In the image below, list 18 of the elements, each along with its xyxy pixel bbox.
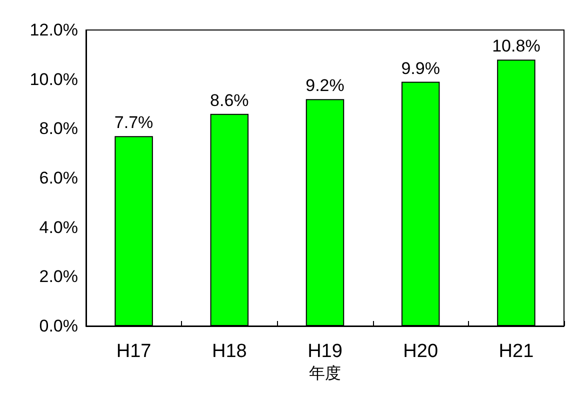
x-tick-label: H19: [308, 341, 342, 362]
y-tick-label: 10.0%: [30, 70, 78, 89]
y-tick-label: 6.0%: [39, 168, 78, 188]
data-label: 10.8%: [492, 36, 540, 56]
y-tick-label: 12.0%: [30, 20, 78, 40]
x-axis-title: 年度: [309, 364, 341, 382]
data-label: 9.9%: [401, 58, 440, 78]
data-label: 9.2%: [306, 76, 344, 96]
x-tick-label: H17: [116, 341, 152, 362]
x-tick-label: H20: [403, 341, 438, 362]
x-tick-label: H18: [212, 341, 247, 362]
x-tick-label: H21: [498, 341, 534, 362]
y-tick-label: 8.0%: [39, 119, 78, 138]
data-label: 7.7%: [114, 113, 154, 132]
y-tick-label: 4.0%: [39, 218, 78, 237]
y-tick-label: 2.0%: [39, 267, 78, 286]
y-tick-label: 0.0%: [39, 316, 78, 336]
data-label: 8.6%: [210, 90, 249, 110]
